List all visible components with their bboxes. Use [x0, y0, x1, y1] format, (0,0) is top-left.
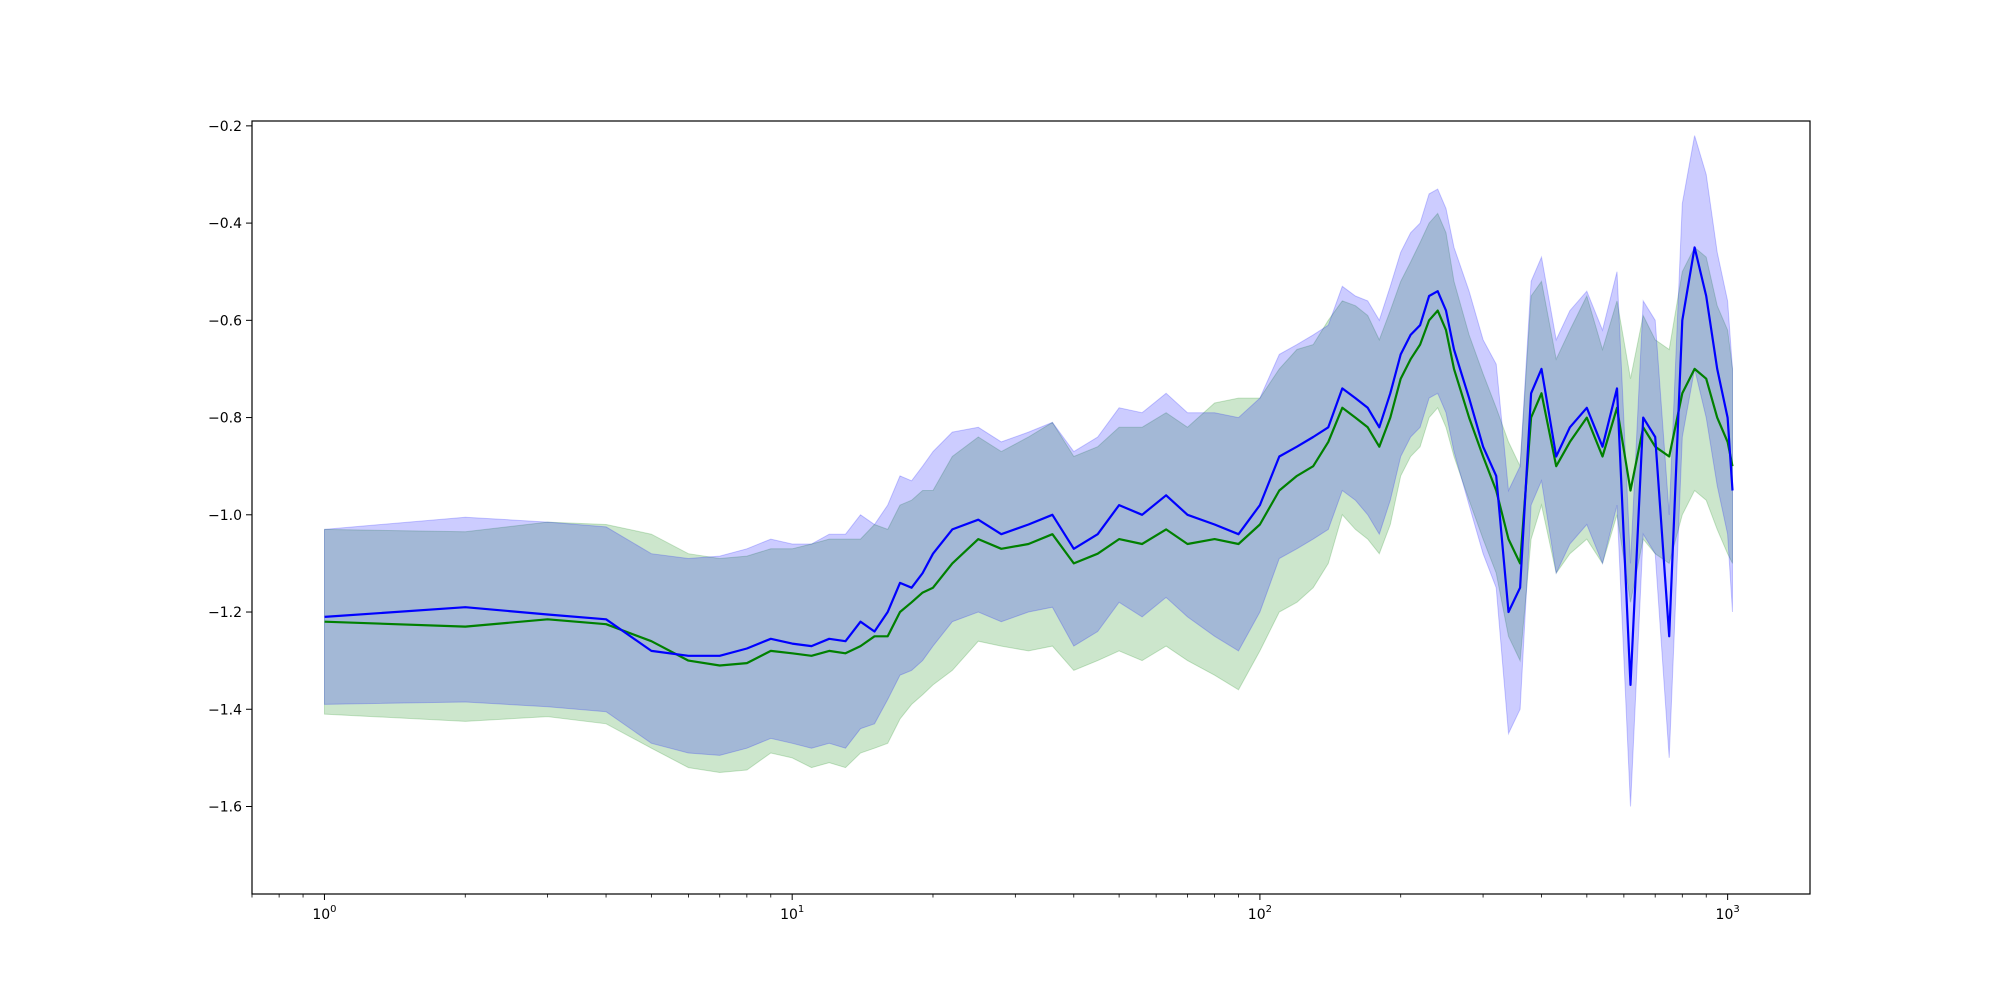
plot-area: [251, 120, 1811, 895]
x-tick-exponent: 0: [330, 904, 336, 915]
y-tick-label: −0.4: [208, 216, 242, 232]
x-tick-exponent: 1: [798, 904, 804, 915]
y-tick-label: −1.2: [208, 605, 242, 621]
series-2-line: [324, 246, 1734, 686]
y-tick-label: −0.6: [208, 313, 242, 329]
series-lines: [324, 246, 1734, 686]
y-tick-label: −0.2: [208, 119, 242, 135]
y-tick-label: −0.8: [208, 411, 242, 427]
series-1-band: [324, 212, 1733, 774]
x-tick-exponent: 3: [1733, 904, 1739, 915]
confidence-bands: [324, 135, 1733, 807]
y-tick-label: −1.6: [208, 799, 242, 815]
series-2-band: [324, 135, 1733, 807]
x-tick-exponent: 2: [1266, 904, 1272, 915]
series-1-line: [324, 309, 1734, 667]
y-tick-label: −1.0: [208, 508, 242, 524]
y-axis: −0.2 −0.4 −0.6 −0.8 −1.0 −1.2 −1.4 −1.6: [208, 119, 252, 815]
axes-frame: [251, 120, 1811, 895]
y-tick-label: −1.4: [208, 702, 242, 718]
